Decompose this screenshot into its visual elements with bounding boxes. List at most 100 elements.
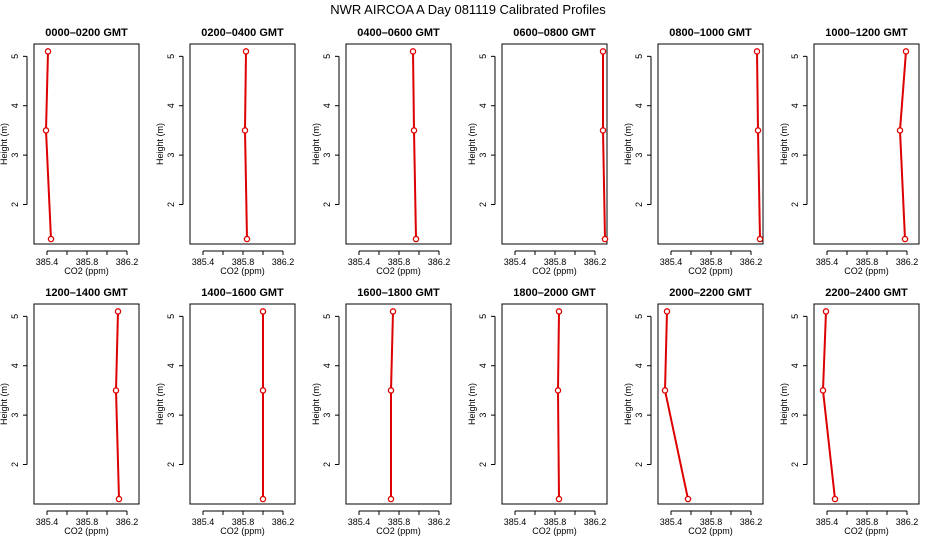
x-tick-label: 385.4 [660,517,683,527]
data-point [599,127,607,134]
data-point [663,308,671,315]
y-axis-label: Height (m) [0,123,9,165]
y-tick-label: 5 [166,314,176,319]
y-tick-label: 5 [322,54,332,59]
y-tick-label: 4 [166,103,176,108]
x-tick-label: 386.2 [740,517,763,527]
data-point [555,308,563,315]
x-axis-label: CO2 (ppm) [220,266,265,276]
data-point [42,127,50,134]
y-tick-label: 4 [166,363,176,368]
profile-line [821,311,836,500]
x-axis-label: CO2 (ppm) [220,526,265,536]
panel-7: 1200–1400 GMT 385.4 385.8 386.2 CO2 (ppm) 2 3 4… [0,287,140,536]
data-point [822,308,830,315]
plot-frame [501,43,608,245]
y-tick-label: 4 [322,363,332,368]
data-point [554,387,562,394]
panel-title: 0200–0400 GMT [201,27,284,39]
y-tick-label: 3 [322,153,332,158]
y-tick-label: 3 [478,153,488,158]
data-point [753,48,761,55]
x-tick-label: 385.8 [232,257,255,267]
plot-frame [813,43,920,245]
data-point [754,127,762,134]
panel-title: 1600–1800 GMT [357,287,440,299]
data-point [115,495,123,503]
panel-8: 1400–1600 GMT 385.4 385.8 386.2 CO2 (ppm) 2 3 4… [155,287,296,536]
y-tick-label: 3 [634,153,644,158]
panel-3: 0400–0600 GMT 385.4 385.8 386.2 CO2 (ppm) 2 3 4… [311,27,452,276]
plot-frame [657,303,764,505]
y-axis-label: Height (m) [467,123,477,165]
x-tick-label: 385.4 [348,257,371,267]
y-tick-label: 4 [10,363,20,368]
data-point [599,48,607,55]
y-tick-label: 2 [790,462,800,467]
profile-line [390,311,394,500]
profile-line [756,51,761,240]
panel-title: 2200–2400 GMT [825,287,908,299]
y-axis-label: Height (m) [155,383,165,425]
panel-10: 1800–2000 GMT 385.4 385.8 386.2 CO2 (ppm) 2 3 4… [467,287,608,536]
profile-line [556,311,560,500]
profile-line [663,311,689,500]
x-tick-label: 385.8 [232,517,255,527]
plot-frame [33,303,140,505]
x-tick-label: 386.2 [428,517,451,527]
plot-frame [189,303,296,505]
y-tick-label: 2 [10,462,20,467]
x-axis-label: CO2 (ppm) [844,266,889,276]
x-axis-label: CO2 (ppm) [376,266,421,276]
y-tick-label: 5 [10,314,20,319]
y-axis-label: Height (m) [623,123,633,165]
data-point [901,235,909,243]
y-tick-label: 5 [634,314,644,319]
y-tick-label: 2 [166,462,176,467]
y-tick-label: 3 [790,153,800,158]
x-tick-label: 385.4 [192,257,215,267]
panel-5: 0800–1000 GMT 385.4 385.8 386.2 CO2 (ppm) 2 3 4… [623,27,764,276]
data-point [409,48,417,55]
data-point [242,48,250,55]
y-tick-label: 5 [790,314,800,319]
y-tick-label: 2 [478,462,488,467]
x-tick-label: 385.4 [816,517,839,527]
y-tick-label: 2 [166,202,176,207]
plot-frame [345,303,452,505]
x-tick-label: 385.8 [388,517,411,527]
panel-title: 2000–2200 GMT [669,287,752,299]
x-tick-label: 385.4 [660,257,683,267]
data-point [684,495,692,503]
panel-grid: 0000–0200 GMT 385.4 385.8 386.2 CO2 (ppm) 2 3 4… [0,27,920,536]
x-tick-label: 385.8 [856,517,879,527]
x-tick-label: 386.2 [740,257,763,267]
data-point [387,387,395,394]
data-point [831,495,839,503]
y-tick-label: 4 [790,103,800,108]
x-tick-label: 385.8 [76,517,99,527]
y-tick-label: 2 [790,202,800,207]
x-axis-label: CO2 (ppm) [844,526,889,536]
panel-title: 1200–1400 GMT [45,287,128,299]
x-axis-label: CO2 (ppm) [64,266,109,276]
data-point [259,308,267,315]
plot-frame [33,43,140,245]
y-axis-label: Height (m) [155,123,165,165]
data-point [661,387,669,394]
y-axis-label: Height (m) [779,383,789,425]
panel-title: 1400–1600 GMT [201,287,284,299]
y-tick-label: 5 [634,54,644,59]
x-tick-label: 386.2 [428,257,451,267]
x-tick-label: 386.2 [116,517,139,527]
y-tick-label: 3 [790,413,800,418]
profile-line [602,51,606,240]
plot-frame [657,43,764,245]
data-point [243,235,251,243]
data-point [555,495,563,503]
data-point [114,308,122,315]
y-tick-label: 4 [634,363,644,368]
y-tick-label: 3 [166,413,176,418]
y-axis-label: Height (m) [467,383,477,425]
